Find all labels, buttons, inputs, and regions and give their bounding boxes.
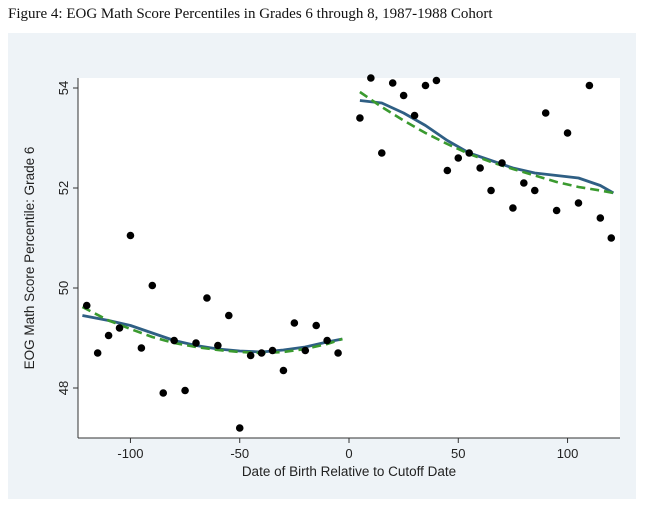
data-point bbox=[377, 149, 386, 157]
data-point bbox=[104, 331, 113, 340]
data-point bbox=[388, 79, 397, 87]
data-point bbox=[399, 91, 408, 100]
y-tick-label: 52 bbox=[56, 181, 71, 195]
x-tick-label: -50 bbox=[230, 446, 249, 461]
local-fit-line bbox=[359, 99, 615, 195]
data-point bbox=[498, 159, 506, 167]
data-point bbox=[585, 81, 594, 90]
data-point bbox=[465, 149, 474, 157]
y-axis-title: EOG Math Score Percentile: Grade 6 bbox=[22, 147, 37, 370]
data-point bbox=[607, 234, 616, 242]
x-tick-label: 50 bbox=[451, 446, 465, 461]
data-point bbox=[214, 341, 222, 350]
x-tick-label: 0 bbox=[345, 446, 352, 461]
data-point bbox=[137, 344, 146, 352]
data-point bbox=[421, 81, 430, 90]
data-point bbox=[192, 339, 200, 347]
x-axis-title: Date of Birth Relative to Cutoff Date bbox=[242, 464, 456, 479]
data-point bbox=[367, 74, 375, 82]
figure-title: Figure 4: EOG Math Score Percentiles in … bbox=[8, 6, 493, 22]
data-point bbox=[257, 349, 266, 357]
data-point bbox=[454, 154, 463, 162]
data-point bbox=[126, 231, 135, 240]
data-point bbox=[443, 166, 452, 175]
data-point bbox=[356, 114, 364, 122]
data-point bbox=[487, 186, 495, 195]
chart-svg: -100 -50 0 50 100 48 50 52 54 Date of Birth Rela… bbox=[22, 74, 620, 479]
data-point bbox=[552, 206, 561, 215]
data-point bbox=[432, 76, 441, 85]
data-point bbox=[203, 294, 211, 302]
data-point bbox=[82, 301, 91, 310]
y-tick-label: 50 bbox=[56, 281, 71, 295]
quadratic-fit-line bbox=[359, 90, 614, 195]
ticks: -100 -50 0 50 100 48 50 52 54 bbox=[56, 81, 578, 461]
data-point bbox=[93, 349, 102, 357]
scatter-points bbox=[82, 74, 616, 432]
data-point bbox=[301, 346, 310, 355]
data-point bbox=[323, 336, 331, 345]
data-point bbox=[148, 281, 157, 290]
data-point bbox=[235, 424, 244, 432]
data-point bbox=[574, 199, 583, 207]
data-point bbox=[181, 386, 189, 395]
data-point bbox=[410, 111, 419, 120]
data-point bbox=[520, 179, 528, 187]
data-point bbox=[530, 186, 539, 195]
data-point bbox=[224, 311, 233, 320]
data-point bbox=[563, 129, 572, 137]
data-point bbox=[268, 346, 277, 355]
data-point bbox=[509, 204, 517, 212]
data-point bbox=[246, 351, 255, 360]
data-point bbox=[334, 349, 342, 357]
data-point bbox=[596, 214, 605, 222]
chart-panel: -100 -50 0 50 100 48 50 52 54 Date of Birth Rela… bbox=[8, 33, 636, 499]
data-point bbox=[312, 321, 321, 330]
data-point bbox=[159, 389, 168, 397]
x-tick-label: -100 bbox=[117, 446, 143, 461]
data-point bbox=[476, 164, 484, 172]
data-point bbox=[115, 324, 124, 332]
x-tick-label: 100 bbox=[557, 446, 579, 461]
y-tick-label: 48 bbox=[56, 381, 71, 395]
data-point bbox=[279, 366, 288, 375]
plot-area bbox=[78, 78, 620, 438]
y-tick-label: 54 bbox=[56, 81, 71, 95]
data-point bbox=[541, 109, 550, 117]
data-point bbox=[170, 336, 178, 345]
data-point bbox=[290, 319, 299, 327]
